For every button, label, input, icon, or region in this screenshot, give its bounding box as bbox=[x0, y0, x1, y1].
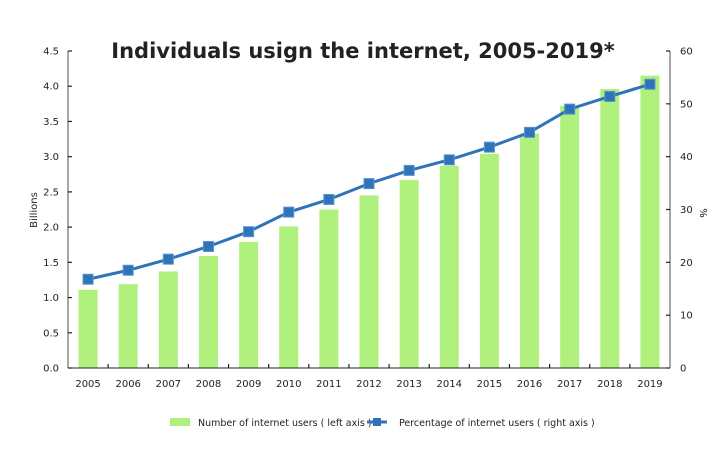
bar-2018 bbox=[600, 89, 620, 368]
bar-2011 bbox=[319, 209, 339, 368]
bar-2012 bbox=[359, 195, 379, 368]
point-2017 bbox=[564, 103, 576, 115]
legend-marker-square bbox=[373, 418, 381, 426]
legend-label-bars: Number of internet users ( left axis ) bbox=[198, 418, 372, 429]
y-left-tick-label: 4.0 bbox=[43, 82, 59, 93]
point-2008 bbox=[202, 240, 214, 252]
point-2009 bbox=[243, 226, 255, 238]
point-2018 bbox=[604, 90, 616, 102]
point-2014 bbox=[443, 154, 455, 166]
x-tick-label: 2013 bbox=[396, 379, 421, 390]
bar-2017 bbox=[560, 105, 580, 369]
x-tick-label: 2018 bbox=[597, 379, 622, 390]
point-2010 bbox=[283, 206, 295, 218]
point-2019 bbox=[644, 78, 656, 90]
x-tick-label: 2014 bbox=[437, 379, 462, 390]
bar-2014 bbox=[439, 165, 459, 368]
bar-2016 bbox=[520, 133, 540, 368]
y-left-tick-label: 0.5 bbox=[43, 328, 59, 339]
y-right-tick-label: 0 bbox=[680, 364, 686, 375]
y-axis-left-label: Billions bbox=[29, 192, 40, 228]
point-2015 bbox=[483, 141, 495, 153]
point-2006 bbox=[122, 264, 134, 276]
x-tick-label: 2017 bbox=[557, 379, 582, 390]
y-right-tick-label: 40 bbox=[680, 152, 693, 163]
y-right-tick-label: 60 bbox=[680, 47, 693, 58]
y-axis-right-label: % bbox=[697, 208, 708, 218]
bar-2015 bbox=[479, 153, 499, 368]
chart-title: Individuals usign the internet, 2005-201… bbox=[111, 39, 614, 63]
x-tick-label: 2012 bbox=[356, 379, 381, 390]
point-2005 bbox=[82, 273, 94, 285]
point-2011 bbox=[323, 193, 335, 205]
bar-2009 bbox=[239, 241, 259, 368]
bar-2006 bbox=[118, 284, 138, 368]
bar-2019 bbox=[640, 75, 660, 369]
x-tick-label: 2006 bbox=[115, 379, 140, 390]
bar-2010 bbox=[279, 226, 299, 368]
line-layer bbox=[82, 78, 656, 285]
axes-layer: 0.0 0.5 1.0 1.5 2.0 2.5 3.0 3.5 4.0 4.5 0 10 20 30 40 5… bbox=[43, 47, 693, 391]
x-tick-label: 2011 bbox=[316, 379, 341, 390]
y-left-tick-label: 3.5 bbox=[43, 117, 59, 128]
bar-2008 bbox=[198, 255, 218, 368]
x-tick-label: 2015 bbox=[477, 379, 502, 390]
y-right-tick-label: 30 bbox=[680, 205, 693, 216]
y-left-tick-label: 2.0 bbox=[43, 223, 59, 234]
x-tick-label: 2019 bbox=[637, 379, 662, 390]
x-tick-label: 2007 bbox=[156, 379, 181, 390]
point-2012 bbox=[363, 178, 375, 190]
x-tick-label: 2009 bbox=[236, 379, 261, 390]
x-tick-label: 2005 bbox=[75, 379, 100, 390]
y-right-tick-label: 50 bbox=[680, 99, 693, 110]
legend-swatch-bars bbox=[170, 418, 190, 426]
y-left-tick-label: 2.5 bbox=[43, 187, 59, 198]
y-left-tick-label: 0.0 bbox=[43, 364, 59, 375]
y-left-tick-label: 1.5 bbox=[43, 258, 59, 269]
legend: Number of internet users ( left axis ) P… bbox=[170, 418, 595, 429]
legend-label-line: Percentage of internet users ( right axi… bbox=[399, 418, 595, 429]
y-right-tick-label: 20 bbox=[680, 258, 693, 269]
bars-layer bbox=[78, 75, 660, 369]
point-2016 bbox=[524, 126, 536, 138]
x-tick-label: 2016 bbox=[517, 379, 542, 390]
point-2007 bbox=[162, 253, 174, 265]
y-right-tick-label: 10 bbox=[680, 311, 693, 322]
y-left-tick-label: 3.0 bbox=[43, 152, 59, 163]
y-left-tick-label: 1.0 bbox=[43, 293, 59, 304]
bar-2005 bbox=[78, 289, 98, 368]
bar-2007 bbox=[158, 271, 178, 368]
y-left-tick-label: 4.5 bbox=[43, 47, 59, 58]
bar-2013 bbox=[399, 179, 419, 368]
point-2013 bbox=[403, 164, 415, 176]
x-tick-label: 2008 bbox=[196, 379, 221, 390]
x-tick-label: 2010 bbox=[276, 379, 301, 390]
